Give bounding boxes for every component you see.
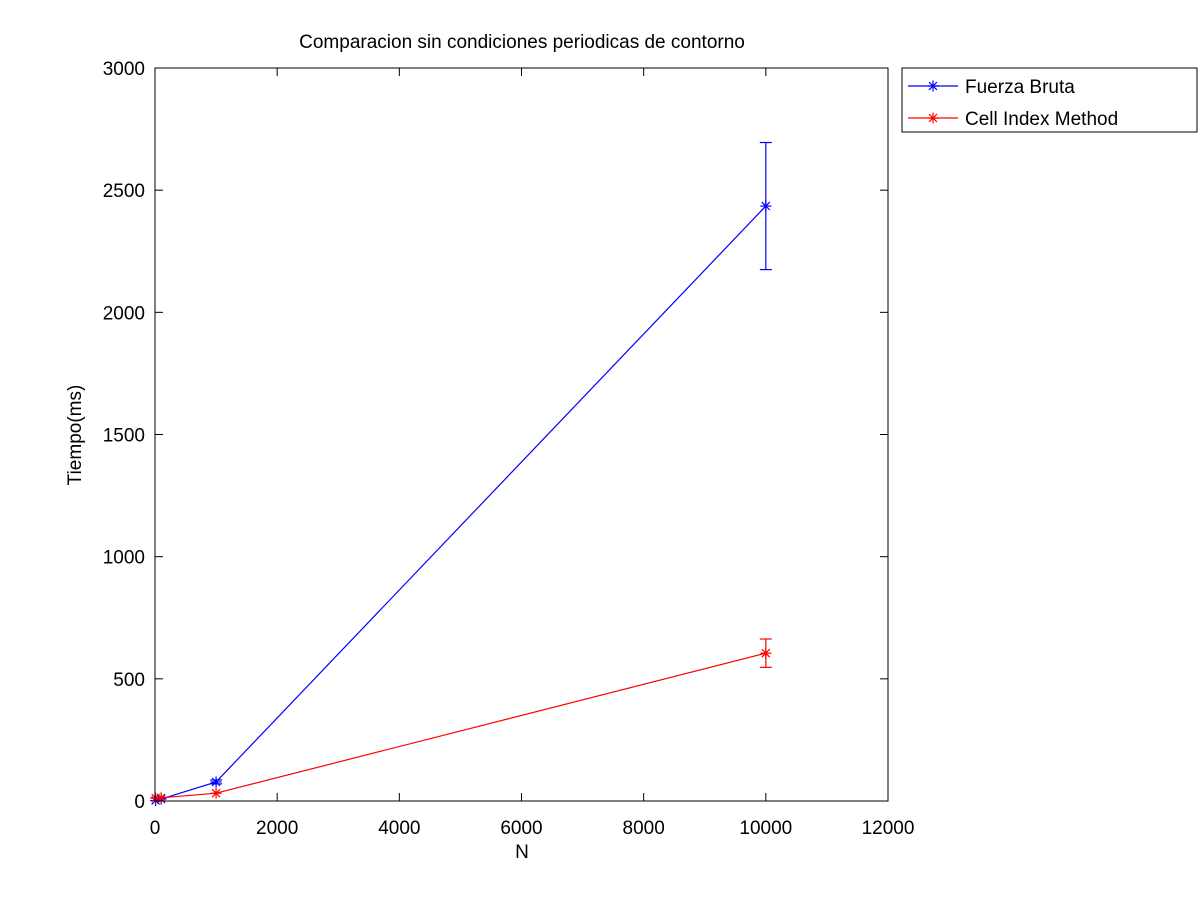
y-tick-label: 500 — [113, 670, 145, 691]
series-1-point-d2 — [211, 777, 221, 787]
legend-item-2-label: Cell Index Method — [965, 109, 1118, 130]
series-2-point-d2 — [156, 793, 166, 803]
legend-item-2-marker-d2 — [928, 113, 938, 123]
legend-item-2-marker — [927, 112, 939, 124]
series-2-point — [155, 792, 167, 804]
legend-item-2: Cell Index Method — [908, 109, 1118, 130]
legend: Fuerza Bruta Cell Index Method — [901, 67, 1198, 133]
series-1-point — [760, 200, 772, 212]
y-tick-label: 2000 — [103, 303, 145, 324]
series-2-point-d2 — [211, 788, 221, 798]
x-tick-label: 8000 — [623, 818, 665, 839]
y-tick-label: 3000 — [103, 59, 145, 80]
legend-box — [901, 67, 1198, 133]
legend-items: Fuerza Bruta Cell Index Method — [908, 77, 1118, 130]
x-tick-label: 10000 — [739, 818, 792, 839]
y-tick-label: 2500 — [103, 181, 145, 202]
plot-frame — [154, 67, 889, 802]
series-layer — [150, 141, 772, 807]
tick-layer: 0 2000 4000 6000 8000 10000 12000 0 500 1000 1500 2… — [103, 59, 915, 839]
x-axis-label: N — [515, 842, 529, 863]
series-1-line — [155, 205, 767, 802]
x-tick-label: 0 — [150, 818, 161, 839]
series-1-point — [210, 776, 222, 788]
y-tick-label: 1000 — [103, 548, 145, 569]
x-tick-label: 2000 — [256, 818, 298, 839]
plot-area — [150, 141, 772, 807]
series-1-point-d2 — [761, 201, 771, 211]
chart-title: Comparacion sin condiciones periodicas d… — [299, 32, 745, 53]
legend-item-1-marker-d2 — [928, 81, 938, 91]
x-tick-label: 12000 — [862, 818, 915, 839]
legend-item-1: Fuerza Bruta — [908, 77, 1075, 98]
legend-item-1-marker — [927, 80, 939, 92]
series-2-point — [760, 647, 772, 659]
x-tick-label: 6000 — [500, 818, 542, 839]
y-tick-label: 1500 — [103, 426, 145, 447]
series-2-line — [155, 652, 766, 799]
x-tick-label: 4000 — [378, 818, 420, 839]
legend-item-1-label: Fuerza Bruta — [965, 77, 1075, 98]
series-2-point-d2 — [761, 648, 771, 658]
y-tick-label: 0 — [134, 792, 145, 813]
y-axis-label: Tiempo(ms) — [65, 385, 86, 486]
series-2-point — [210, 787, 222, 799]
